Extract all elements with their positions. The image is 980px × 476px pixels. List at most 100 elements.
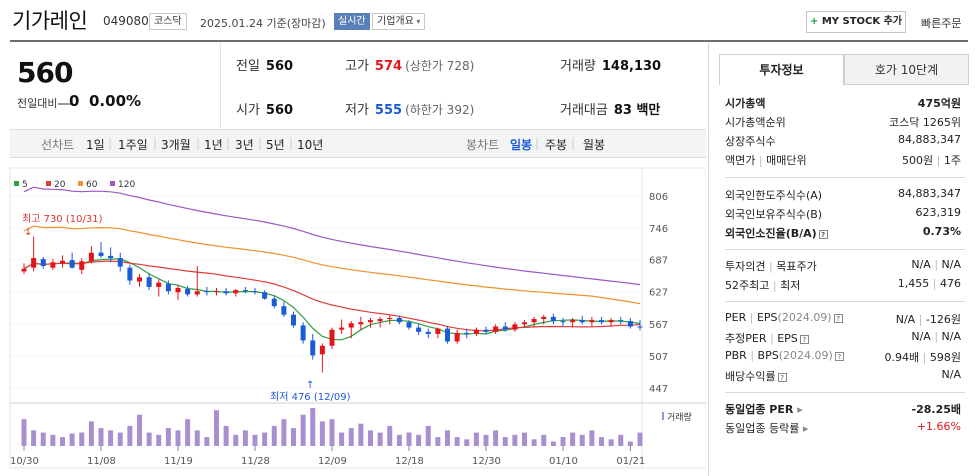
pbr-value-text: 0.94배 (884, 351, 920, 364)
candle-body (599, 320, 604, 323)
candle-body (233, 290, 239, 294)
volume-bar (185, 419, 191, 446)
sector-per-value: -28.25배 (911, 403, 961, 416)
prev-close-label: 전일 (236, 59, 260, 74)
tab-10y[interactable]: 10년 (297, 138, 324, 152)
pipe: | (769, 332, 774, 345)
volume-bar (117, 432, 123, 446)
tab-invest-info[interactable]: 투자정보 (719, 54, 844, 85)
per-row: PER | EPS(2024.09)? N/A | -126원 (725, 311, 961, 330)
shares-label: 상장주식수 (725, 135, 776, 148)
candle-chart-label: 봉차트 (466, 138, 500, 152)
candle-body (175, 287, 181, 293)
candle-body (31, 258, 37, 268)
tab-1w[interactable]: 1주일 (118, 138, 148, 152)
opinion-value: N/A | N/A (911, 258, 961, 271)
tab-1y[interactable]: 1년 (204, 138, 223, 152)
candle-body (560, 321, 566, 323)
prev-close-value: 560 (265, 59, 294, 74)
volume-bar (137, 414, 142, 446)
tab-weekly[interactable]: 주봉 (545, 138, 568, 152)
amount-row: 거래대금 83 백만 (560, 99, 660, 118)
chevron-right-icon[interactable]: ▸ (799, 422, 809, 435)
y-tick-label: 447 (649, 384, 668, 395)
header: 기가레인 049080 코스닥 2025.01.24 기준(장마감) 실시간 기… (0, 0, 980, 40)
per-label: PER | EPS(2024.09)? (725, 311, 843, 324)
help-icon[interactable]: ? (834, 351, 844, 361)
candle-body (579, 320, 585, 323)
mystock-add-button[interactable]: + MY STOCK 추가 (806, 11, 906, 33)
quick-order-link[interactable]: 빠른주문 (921, 17, 962, 30)
price-chart[interactable]: 5 20 60 120 806 746 687 627 567 507 447 최고 730 (1… (0, 160, 706, 476)
wk52-low-value: 476 (940, 277, 961, 290)
plus-icon: + (809, 16, 822, 27)
help-icon[interactable]: ? (777, 372, 787, 382)
flat-icon (58, 103, 73, 105)
volume-bar (377, 432, 383, 446)
candle-body (329, 329, 335, 346)
y-tick-label: 627 (649, 288, 668, 299)
volume-bar (21, 419, 27, 446)
tab-3y[interactable]: 3년 (235, 138, 254, 152)
tab-3m[interactable]: 3개월 (161, 138, 191, 152)
pipe: | (772, 279, 777, 292)
bps-value: 598원 (929, 351, 961, 364)
opinion-value-text: N/A (911, 258, 931, 271)
x-tick-label: 12/09 (318, 456, 347, 467)
tab-separator: | (196, 136, 201, 150)
candle-body (281, 306, 287, 315)
candle-body (223, 291, 229, 294)
section-divider (725, 249, 965, 250)
moving-averages (23, 186, 641, 341)
company-overview-button[interactable]: 기업개요 ▾ (372, 13, 426, 30)
sector-per-row: 동일업종 PER ▸ -28.25배 (725, 401, 961, 420)
candle-body (69, 260, 75, 268)
candle-body (483, 329, 489, 332)
volume-label: 거래량 (667, 411, 692, 423)
tab-orderbook[interactable]: 호가 10단계 (844, 54, 969, 85)
tab-1d[interactable]: 1일 (86, 138, 105, 152)
current-price: 560 (17, 56, 73, 89)
sector-per-label: 동일업종 PER ▸ (725, 401, 803, 417)
tab-separator: | (535, 136, 540, 150)
candle-body (425, 331, 431, 334)
volume-bar (464, 439, 470, 446)
volume-bar (599, 437, 604, 446)
upper-limit: (상한가 728) (405, 59, 475, 73)
section-divider (725, 177, 965, 178)
volume-bar (31, 430, 37, 446)
ma-line (23, 260, 641, 332)
sector-per-label-text: 동일업종 PER (725, 403, 794, 416)
realtime-button[interactable]: 실시간 (334, 13, 370, 30)
volume-bar (445, 430, 450, 446)
volume-bar (310, 408, 316, 446)
header-divider (10, 40, 968, 42)
candle-body (618, 320, 624, 322)
candle-body (204, 291, 210, 293)
candle-body (396, 317, 402, 323)
tab-daily[interactable]: 일봉 (510, 138, 533, 152)
volume-bar (522, 432, 527, 446)
legend-swatch (46, 181, 51, 186)
chevron-right-icon[interactable]: ▸ (793, 403, 803, 416)
legend-label: 120 (118, 180, 135, 190)
change-label: 전일대비 (17, 95, 73, 111)
help-icon[interactable]: ? (833, 313, 843, 323)
volume-bar (194, 430, 200, 446)
candle-body (348, 323, 354, 328)
help-icon[interactable]: ? (799, 334, 809, 344)
rank-value: 코스닥 1265위 (889, 116, 961, 129)
foreign-ratio-label-text: 외국인소진율(B/A) (725, 227, 817, 240)
volume-legend-swatch (662, 412, 664, 420)
y-tick-label: 687 (649, 256, 668, 267)
mystock-add-label: MY STOCK 추가 (821, 16, 903, 27)
candle-body (194, 291, 200, 295)
high-label: 고가 (345, 59, 369, 74)
pbr-row: PBR | BPS(2024.09)? 0.94배 | 598원 (725, 349, 961, 368)
volume-bar (262, 432, 268, 446)
help-icon[interactable]: ? (818, 229, 828, 239)
tab-5y[interactable]: 5년 (266, 138, 285, 152)
candle-body (627, 321, 633, 327)
foreign-ratio-label: 외국인소진율(B/A)? (725, 225, 828, 241)
tab-monthly[interactable]: 월봉 (583, 138, 606, 152)
